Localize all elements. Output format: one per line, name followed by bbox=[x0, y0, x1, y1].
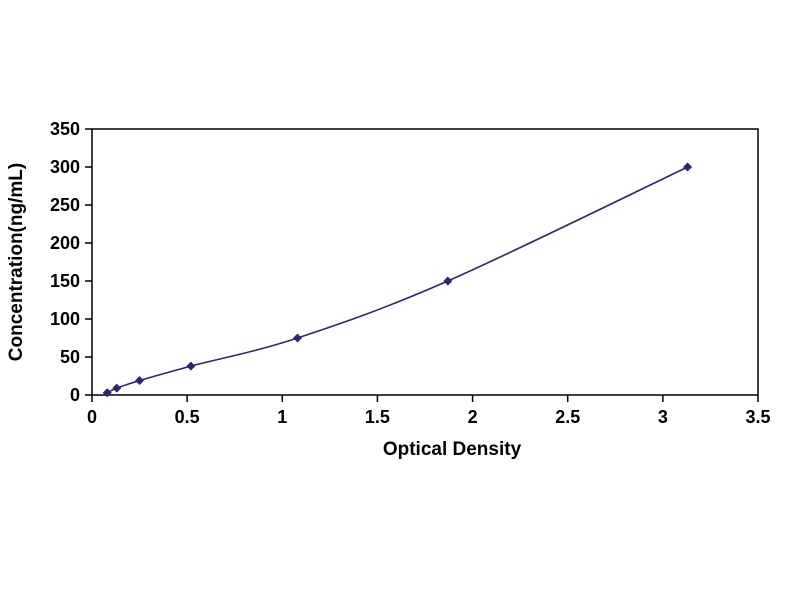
x-tick-label: 2.5 bbox=[555, 407, 580, 427]
y-tick-label: 250 bbox=[50, 195, 80, 215]
x-tick-label: 0.5 bbox=[175, 407, 200, 427]
data-point-marker bbox=[443, 276, 453, 286]
y-tick-label: 0 bbox=[70, 385, 80, 405]
y-tick-label: 350 bbox=[50, 119, 80, 139]
y-tick-label: 50 bbox=[60, 347, 80, 367]
data-point-marker bbox=[112, 383, 122, 393]
x-axis-title: Optical Density bbox=[383, 439, 522, 460]
x-tick-label: 3 bbox=[658, 407, 668, 427]
data-point-marker bbox=[135, 376, 145, 386]
y-tick-label: 200 bbox=[50, 233, 80, 253]
plot-content: 0 0.5 1 1.5 2 2.5 3 3.5 0 50 100 150 200 250 300 350 bbox=[50, 119, 771, 427]
y-tick-label: 150 bbox=[50, 271, 80, 291]
data-point-marker bbox=[102, 388, 112, 398]
plot-frame bbox=[91, 128, 759, 396]
x-tick-label: 1.5 bbox=[365, 407, 390, 427]
y-tick-label: 300 bbox=[50, 157, 80, 177]
data-point-marker bbox=[683, 162, 693, 172]
y-axis-title: Concentration(ng/mL) bbox=[6, 163, 27, 361]
series-line bbox=[106, 166, 688, 394]
x-tick-label: 1 bbox=[277, 407, 287, 427]
x-tick-label: 2 bbox=[468, 407, 478, 427]
data-point-marker bbox=[186, 361, 196, 371]
data-point-marker bbox=[293, 333, 303, 343]
y-tick-label: 100 bbox=[50, 309, 80, 329]
x-tick-label: 3.5 bbox=[745, 407, 770, 427]
x-tick-label: 0 bbox=[87, 407, 97, 427]
